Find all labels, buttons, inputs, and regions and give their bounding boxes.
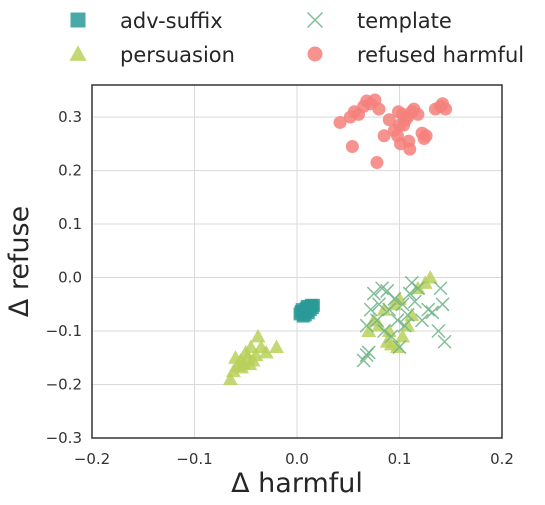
point-refused-harmful <box>345 140 359 154</box>
point-template <box>390 313 405 328</box>
legend-label-refused-harmful: refused harmful <box>357 43 524 67</box>
y-tick-label: −0.3 <box>46 429 82 447</box>
point-template <box>415 313 430 328</box>
legend-label-persuasion: persuasion <box>120 43 235 67</box>
y-tick-label: 0.3 <box>58 108 82 126</box>
point-template <box>359 348 374 363</box>
x-tick-label: 0.2 <box>490 450 514 468</box>
point-template <box>410 281 425 296</box>
plot-frame <box>91 84 503 439</box>
point-template <box>387 291 402 306</box>
point-persuasion <box>250 328 266 343</box>
point-template <box>431 323 446 339</box>
y-tick-label: 0.0 <box>58 269 82 287</box>
point-template <box>371 297 387 312</box>
point-refused-harmful <box>370 156 384 170</box>
point-template <box>382 302 397 317</box>
x-tick-label: −0.2 <box>74 450 110 468</box>
point-template <box>363 302 378 317</box>
legend-marker-refused-harmful <box>307 46 323 62</box>
point-template <box>421 302 436 317</box>
point-persuasion <box>395 328 411 343</box>
legend-marker-adv-suffix <box>70 12 86 28</box>
y-tick-label: −0.2 <box>46 376 82 394</box>
point-template <box>425 305 440 320</box>
point-persuasion <box>404 307 420 321</box>
point-refused-harmful <box>419 129 433 143</box>
y-tick-label: 0.1 <box>58 215 82 233</box>
point-persuasion <box>361 323 377 338</box>
point-persuasion <box>258 344 274 359</box>
point-refused-harmful <box>391 105 405 119</box>
point-refused-harmful <box>411 107 425 121</box>
point-persuasion <box>243 339 259 354</box>
legend-label-template: template <box>357 9 452 33</box>
point-template <box>366 286 381 301</box>
point-template <box>377 323 392 339</box>
point-template <box>400 307 415 323</box>
y-axis-label: Δ refuse <box>4 206 35 317</box>
point-persuasion <box>269 339 284 354</box>
point-template <box>435 297 450 312</box>
x-tick-label: 0.1 <box>388 450 412 468</box>
point-refused-harmful <box>377 129 391 143</box>
point-persuasion <box>222 371 238 386</box>
x-axis-label: Δ harmful <box>231 468 363 499</box>
x-tick-label: 0.0 <box>285 450 309 468</box>
point-persuasion <box>383 336 399 351</box>
point-persuasion <box>392 291 407 305</box>
point-adv-suffix <box>300 299 314 313</box>
point-template <box>384 329 399 344</box>
point-refused-harmful <box>402 134 416 148</box>
y-tick-label: −0.1 <box>46 322 82 340</box>
point-refused-harmful <box>439 102 453 116</box>
point-template <box>395 297 410 312</box>
point-template <box>433 281 448 296</box>
point-template <box>369 313 384 328</box>
legend-marker-template <box>306 11 324 29</box>
point-persuasion <box>242 356 258 371</box>
legend-marker-persuasion <box>69 45 87 61</box>
point-refused-harmful <box>333 115 347 129</box>
point-template <box>392 340 407 355</box>
point-template <box>437 334 452 349</box>
y-tick-label: 0.2 <box>58 162 82 180</box>
x-tick-label: −0.1 <box>176 450 212 468</box>
point-persuasion <box>400 318 416 332</box>
point-template <box>397 318 412 333</box>
point-refused-harmful <box>382 113 396 127</box>
legend-label-adv-suffix: adv-suffix <box>120 9 223 33</box>
point-template <box>407 294 422 309</box>
point-refused-harmful <box>372 102 386 116</box>
point-persuasion <box>422 270 438 284</box>
point-template <box>359 318 374 333</box>
